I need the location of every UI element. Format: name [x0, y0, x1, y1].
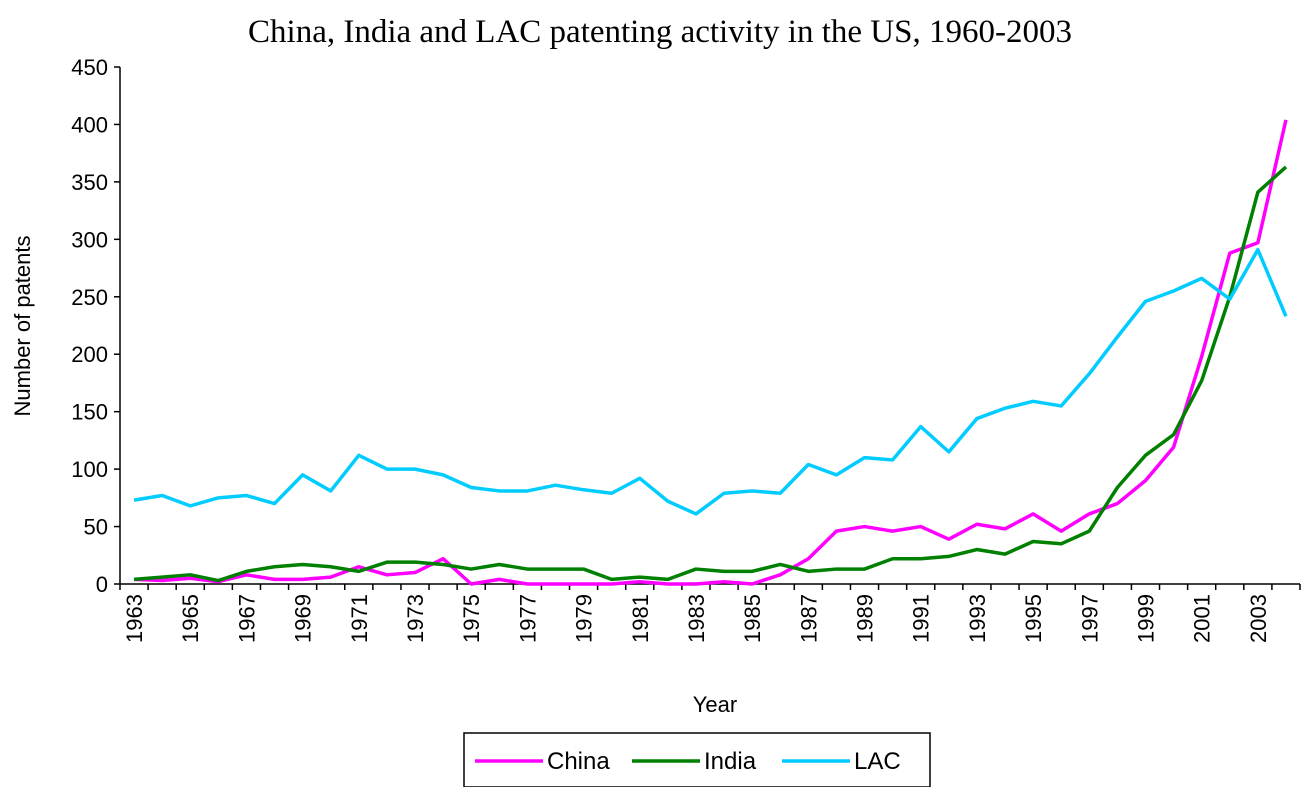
x-axis-title: Year [693, 692, 737, 717]
x-tick-label: 1973 [403, 594, 428, 643]
x-tick-label: 1989 [853, 594, 878, 643]
legend-label: China [547, 748, 610, 775]
x-tick-label: 1979 [572, 594, 597, 643]
x-tick-label: 2003 [1246, 594, 1271, 643]
y-tick-label: 250 [71, 285, 108, 310]
series-line [133, 165, 1288, 583]
x-tick-label: 1981 [628, 594, 653, 643]
y-tick-label: 200 [71, 342, 108, 367]
x-tick-label: 1997 [1077, 594, 1102, 643]
series-line [133, 119, 1288, 586]
x-tick-label: 1963 [122, 594, 147, 643]
legend-label: India [704, 748, 757, 775]
y-tick-label: 450 [71, 55, 108, 80]
x-tick-label: 1987 [796, 594, 821, 643]
x-tick-label: 1967 [234, 594, 259, 643]
x-tick-label: 2001 [1190, 594, 1215, 643]
x-tick-label: 1965 [178, 594, 203, 643]
x-tick-label: 1983 [684, 594, 709, 643]
legend-label: LAC [854, 748, 901, 775]
x-tick-label: 1995 [1021, 594, 1046, 643]
x-tick-label: 1975 [459, 594, 484, 643]
x-tick-label: 1985 [740, 594, 765, 643]
y-tick-label: 350 [71, 170, 108, 195]
x-tick-label: 1969 [291, 594, 316, 643]
series-line [133, 247, 1288, 516]
x-tick-label: 1977 [515, 594, 540, 643]
y-tick-label: 50 [84, 515, 108, 540]
y-tick-label: 300 [71, 227, 108, 252]
y-tick-label: 0 [96, 572, 108, 597]
y-tick-label: 400 [71, 112, 108, 137]
x-tick-label: 1993 [965, 594, 990, 643]
x-tick-label: 1999 [1133, 594, 1158, 643]
y-tick-label: 100 [71, 457, 108, 482]
x-tick-label: 1971 [347, 594, 372, 643]
chart-title: China, India and LAC patenting activity … [248, 14, 1072, 50]
y-axis-title: Number of patents [10, 236, 35, 417]
y-tick-label: 150 [71, 400, 108, 425]
x-tick-label: 1991 [909, 594, 934, 643]
